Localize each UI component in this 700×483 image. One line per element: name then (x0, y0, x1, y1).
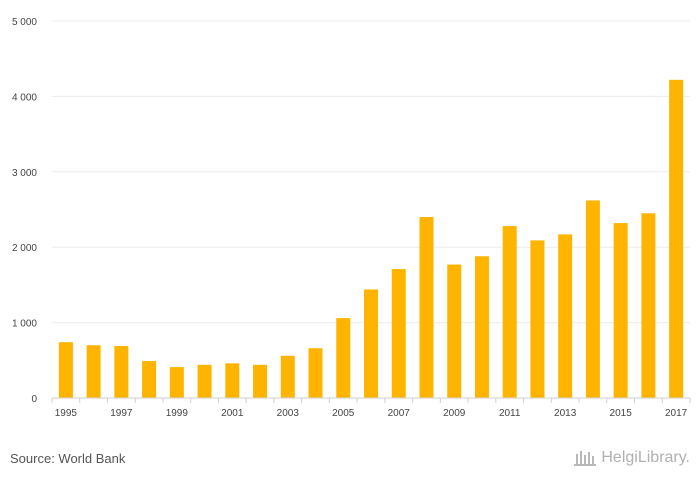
bar-2014[interactable] (585, 200, 600, 398)
bar-2004[interactable] (308, 348, 323, 398)
bar-chart: 0 1 000 2 000 3 000 4 000 5 000 1995 1997 1999 2… (12, 17, 691, 419)
bar-2006[interactable] (364, 289, 378, 398)
y-tick-label: 4 000 (12, 92, 37, 103)
bar-2000[interactable] (197, 364, 212, 398)
x-tick-label: 2001 (221, 408, 244, 419)
bar-1997[interactable] (114, 345, 129, 398)
bar-2009[interactable] (447, 264, 462, 398)
bar-1996[interactable] (86, 345, 101, 398)
y-tick-label: 1 000 (12, 319, 37, 330)
bar-2010[interactable] (474, 256, 489, 398)
bar-2007[interactable] (391, 269, 406, 398)
x-tick-label: 2011 (499, 408, 521, 419)
y-tick-label: 2 000 (12, 243, 37, 254)
y-tick-label: 3 000 (12, 168, 37, 179)
y-tick-label: 0 (31, 394, 37, 405)
x-tick-label: 2009 (443, 408, 466, 419)
x-tick-label: 1995 (55, 408, 78, 419)
bar-2015[interactable] (613, 223, 628, 398)
bar-2002[interactable] (253, 364, 268, 398)
bar-2011[interactable] (502, 226, 517, 398)
source-note: Source: World Bank (10, 451, 126, 466)
bar-1995[interactable] (58, 342, 73, 398)
bar-1998[interactable] (142, 361, 157, 398)
bar-2005[interactable] (336, 318, 351, 398)
library-icon (574, 451, 597, 466)
x-tick-label: 2015 (610, 408, 633, 419)
bar-2012[interactable] (530, 240, 545, 398)
bar-2017[interactable] (669, 79, 684, 398)
bar-2003[interactable] (280, 355, 295, 398)
x-tick-label: 1999 (166, 408, 189, 419)
bar-2016[interactable] (641, 213, 656, 398)
x-tick-label: 2013 (554, 408, 577, 419)
bar-2008[interactable] (419, 217, 434, 398)
logo-text: HelgiLibrary. (601, 449, 690, 466)
x-tick-label: 1997 (110, 408, 133, 419)
y-tick-label: 5 000 (12, 17, 37, 28)
x-tick-label: 2003 (277, 408, 300, 419)
x-axis: 1995 1997 1999 2001 2003 2005 2007 2009 2011 2013… (51, 397, 691, 419)
bar-2013[interactable] (558, 234, 573, 398)
x-tick-label: 2005 (332, 408, 355, 419)
bar-1999[interactable] (169, 367, 184, 398)
helgi-library-logo[interactable]: HelgiLibrary. (573, 449, 690, 467)
y-axis: 0 1 000 2 000 3 000 4 000 5 000 (12, 17, 37, 405)
x-tick-label: 2017 (665, 408, 688, 419)
bar-2001[interactable] (225, 363, 240, 398)
bars (58, 79, 684, 398)
x-tick-label: 2007 (388, 408, 411, 419)
